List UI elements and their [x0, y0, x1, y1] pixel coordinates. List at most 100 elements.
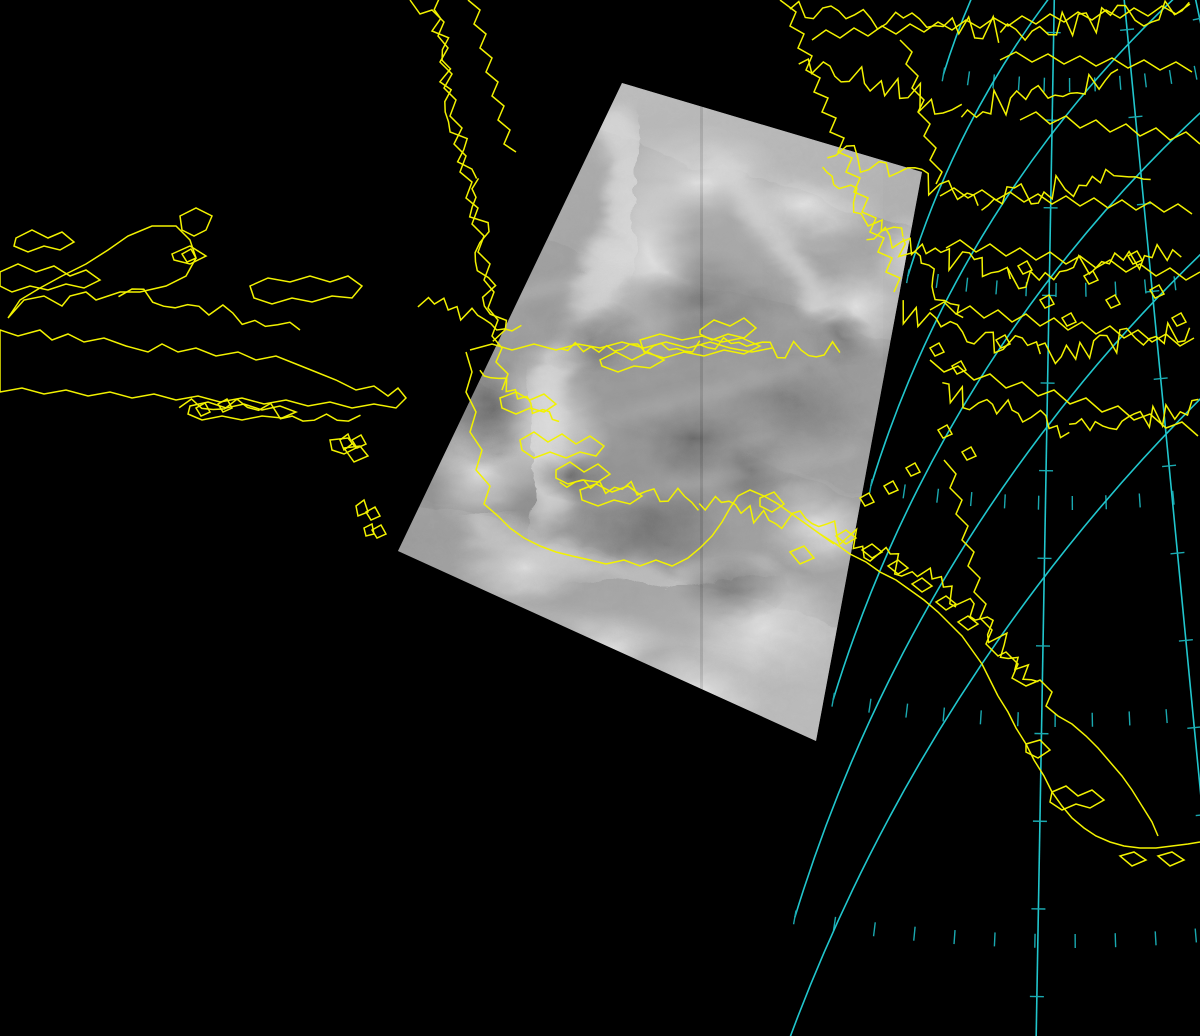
coastline-islet-11	[364, 505, 382, 521]
parallel-tick	[868, 478, 873, 494]
coastline-north-slope-isle	[171, 245, 208, 265]
parallel-tick	[1138, 493, 1141, 508]
coastline-islet-4	[1082, 269, 1100, 285]
meridian-m-10	[1123, 0, 1200, 796]
coastline-greenland-coast-b	[899, 39, 943, 185]
parallel-tick	[993, 932, 996, 947]
parallel-tick	[941, 67, 946, 82]
meridian-tick	[1162, 464, 1177, 468]
parallel-tick	[966, 71, 971, 86]
coastline-vi-strait-a	[329, 437, 358, 455]
parallel-tick	[905, 269, 910, 284]
coastline-alaska-interior-a	[519, 431, 606, 459]
coastline-aleutian-isles	[834, 529, 980, 631]
coastline-melville-island	[249, 275, 364, 305]
coastline-islet-1	[1060, 311, 1078, 327]
coastline-chain-12	[822, 166, 904, 237]
coastline-islet-8	[960, 445, 978, 461]
coastline-arctic-arch-1	[409, 0, 509, 391]
parallel-tick	[905, 703, 909, 718]
coastline-alaska-panhandle	[1049, 785, 1106, 811]
parallel-tick	[935, 273, 939, 288]
coastline-islet-19	[858, 491, 876, 507]
parallel-tick	[995, 280, 998, 295]
coastline-alaska-south	[605, 489, 835, 567]
coastline-chain-22	[118, 288, 301, 331]
coastline-chain-24	[430, 0, 478, 179]
parallel-tick	[1165, 709, 1168, 724]
meridian-tick	[1187, 726, 1200, 729]
coastline-chain-10	[942, 381, 1070, 439]
parallel-tick	[1193, 65, 1198, 80]
parallel-tick	[868, 698, 872, 713]
coastline-aleutian-chain	[819, 533, 999, 697]
coastline-chain-14	[559, 340, 701, 354]
coastline-small-isle-4	[187, 401, 299, 421]
coastline-south-west-isle-b	[0, 263, 102, 293]
parallel-tick	[1154, 931, 1157, 946]
coastline-alaska-interior-b	[555, 461, 612, 485]
coastline-kodiak	[788, 545, 816, 565]
parallel-tick	[1168, 69, 1173, 85]
meridian-tick	[1195, 814, 1200, 817]
coastline-islet-2	[1016, 259, 1034, 275]
coastline-chain-5	[981, 168, 1151, 211]
meridian-tick	[1128, 115, 1143, 119]
parallel-p-5	[794, 253, 1200, 918]
coastlines-over-swath	[0, 0, 1200, 867]
meridian-tick	[1170, 551, 1185, 555]
satellite-image-swath[interactable]	[198, 0, 1091, 900]
coastline-chain-15	[699, 336, 841, 359]
coastline-chain-16	[479, 369, 560, 423]
coastline-islet-16	[1148, 283, 1166, 299]
coastline-islet-17	[1170, 311, 1188, 327]
parallel-tick	[872, 922, 876, 937]
parallel-tick	[1173, 276, 1177, 291]
coastline-chain-21	[417, 296, 522, 332]
coastline-chain-23	[178, 398, 361, 422]
coastline-chain-1	[999, 0, 1190, 42]
coastline-islet-10	[350, 433, 368, 449]
coastline-ellesmere-north	[999, 51, 1193, 73]
coastline-seward-peninsula	[499, 391, 558, 415]
parallel-tick	[1003, 494, 1006, 509]
meridian-m-11	[1035, 0, 1056, 1036]
parallel-tick	[1171, 490, 1175, 505]
coastline-islet-0	[1038, 293, 1056, 309]
parallel-tick	[969, 492, 973, 507]
coastline-islet-20	[928, 341, 946, 357]
coastline-cook-inlet	[759, 491, 786, 513]
coastline-south-west-isle-a	[13, 229, 76, 253]
coastline-islet-13	[194, 401, 212, 417]
coastline-chain-18	[698, 495, 839, 541]
parallel-tick	[792, 910, 797, 925]
coastline-chain-19	[836, 527, 957, 608]
coastline-islet-18	[882, 479, 900, 495]
coastline-islet-6	[1126, 249, 1144, 265]
coastline-islet-15	[180, 247, 198, 263]
coastline-chain-6	[866, 226, 1012, 280]
coastline-chain-7	[1007, 243, 1182, 290]
coastline-labrador-coast	[943, 459, 1159, 837]
parallel-tick	[1118, 75, 1122, 90]
parallel-tick	[942, 707, 946, 722]
coastline-small-isle-1	[339, 432, 353, 452]
parallel-tick	[1128, 711, 1131, 726]
coastline-great-bear-lake	[699, 317, 758, 341]
coastline-ellesmere-mid	[1019, 111, 1200, 145]
coastline-bc-coast	[997, 695, 1200, 849]
parallel-tick	[965, 277, 969, 292]
coastline-greenland-nw	[779, 0, 901, 293]
coastline-nw-territory-lakes	[639, 333, 762, 359]
coastline-islet-5	[1104, 293, 1122, 309]
coastline-islet-3	[994, 333, 1012, 349]
coastline-vi-strait-b	[342, 445, 370, 463]
parallel-tick	[979, 710, 982, 725]
parallel-tick	[1143, 279, 1147, 294]
coastline-aleut-west-2	[1156, 851, 1186, 867]
coastline-victoria-island	[0, 329, 408, 409]
coastline-yukon-inlet	[1025, 739, 1052, 759]
coastline-chain-0	[789, 0, 1000, 43]
